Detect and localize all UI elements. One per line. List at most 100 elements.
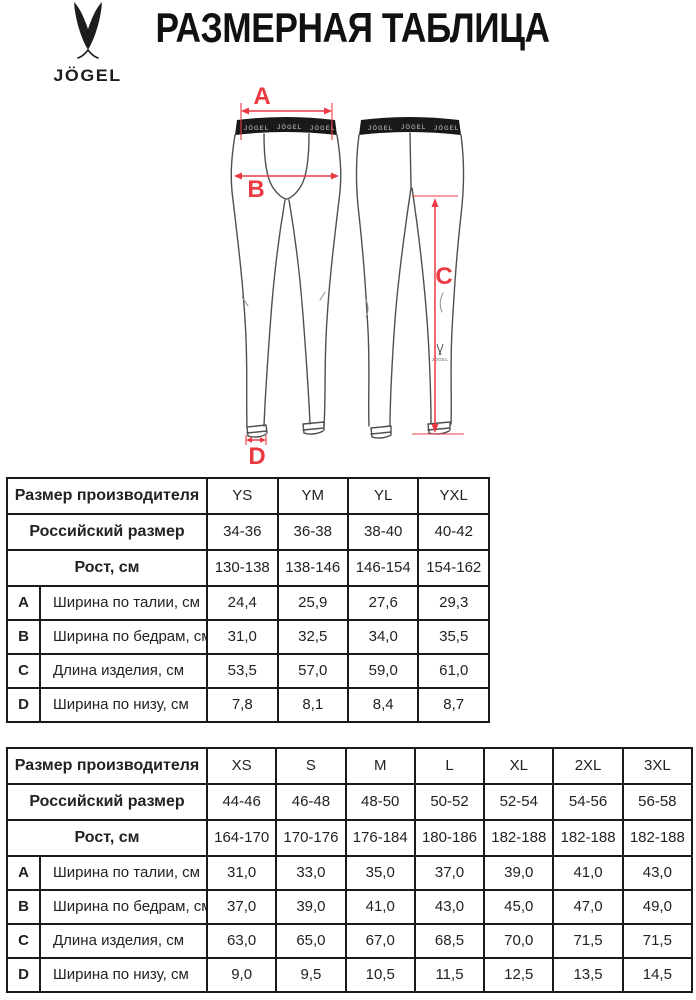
- measure-letter-cell: C: [6, 652, 41, 689]
- measure-value-cell: 32,5: [276, 618, 349, 655]
- measure-value-cell: 31,0: [206, 854, 278, 891]
- measure-value-cell: 71,5: [621, 922, 694, 959]
- jogel-v-icon: [74, 2, 102, 59]
- size-value-cell: 34-36: [206, 512, 279, 551]
- measure-value-cell: 41,0: [552, 854, 624, 891]
- measure-value-cell: 41,0: [344, 888, 416, 925]
- measure-letter-cell: A: [6, 584, 41, 621]
- size-value-cell: 52-54: [483, 782, 555, 821]
- measure-row: D Ширина по низу, см 7,8 8,1 8,4 8,7: [6, 686, 490, 724]
- front-waistband: [235, 117, 337, 135]
- logo-tails: [77, 49, 99, 59]
- measure-value-cell: 39,0: [483, 854, 555, 891]
- measure-value-cell: 47,0: [552, 888, 624, 925]
- header-row: Российский размер 44-46 46-48 48-50 50-52 52-…: [5, 782, 694, 821]
- measure-label-cell: Ширина по талии, см: [38, 584, 209, 621]
- measure-label-cell: Ширина по низу, см: [38, 956, 209, 994]
- header-row: Российский размер 34-36 36-38 38-40 40-42: [5, 512, 490, 551]
- header-row: Размер производителя XS S M L XL 2XL 3XL: [5, 747, 694, 785]
- dimension-a: A: [240, 85, 333, 140]
- measure-value-cell: 12,5: [483, 956, 555, 994]
- measure-value-cell: 43,0: [413, 888, 486, 925]
- brand-wordmark: JÖGEL: [53, 66, 123, 85]
- measure-value-cell: 37,0: [206, 888, 278, 925]
- dimension-b: B: [234, 172, 339, 203]
- front-cuff-left: [246, 424, 268, 438]
- size-value-cell: 36-38: [276, 512, 349, 551]
- measure-row: B Ширина по бедрам, см 31,0 32,5 34,0 35,5: [6, 618, 490, 655]
- calf-logo-icon: [436, 343, 444, 356]
- size-value-cell: M: [344, 747, 416, 785]
- size-value-cell: 182-188: [552, 818, 624, 857]
- measure-value-cell: 11,5: [413, 956, 486, 994]
- measure-row: A Ширина по талии, см 31,0 33,0 35,0 37,0 39,0…: [6, 854, 694, 891]
- measure-label-cell: Ширина по низу, см: [38, 686, 209, 724]
- measure-value-cell: 45,0: [483, 888, 555, 925]
- front-inseam-right: [288, 199, 311, 425]
- measure-value-cell: 10,5: [344, 956, 416, 994]
- row-header-cell: Размер производителя: [5, 747, 209, 785]
- size-value-cell: 3XL: [621, 747, 694, 785]
- measure-letter-cell: A: [6, 854, 41, 891]
- waistband-logo-text: JÖGEL: [401, 124, 426, 131]
- measure-value-cell: 7,8: [206, 686, 279, 724]
- size-value-cell: 146-154: [346, 548, 420, 587]
- dim-c-arrowhead-top: [431, 198, 439, 207]
- measure-letter-cell: B: [6, 618, 41, 655]
- size-value-cell: 50-52: [413, 782, 486, 821]
- dim-a-label: A: [253, 85, 270, 110]
- measure-value-cell: 14,5: [621, 956, 694, 994]
- dim-c-arrowhead-bottom: [431, 424, 439, 433]
- dim-a-arrowhead-left: [241, 107, 249, 115]
- size-value-cell: 182-188: [621, 818, 694, 857]
- measure-value-cell: 34,0: [346, 618, 420, 655]
- size-value-cell: 2XL: [552, 747, 624, 785]
- size-value-cell: 170-176: [275, 818, 347, 857]
- measure-value-cell: 35,0: [344, 854, 416, 891]
- back-cuff-left: [370, 425, 392, 439]
- measure-value-cell: 49,0: [621, 888, 694, 925]
- size-value-cell: 48-50: [344, 782, 416, 821]
- size-value-cell: YS: [206, 477, 279, 515]
- measure-value-cell: 67,0: [344, 922, 416, 959]
- measure-value-cell: 24,4: [206, 584, 279, 621]
- back-waistband: [359, 117, 461, 135]
- measure-row: C Длина изделия, см 53,5 57,0 59,0 61,0: [6, 652, 490, 689]
- logo-blade-left: [74, 2, 90, 50]
- measure-value-cell: 13,5: [552, 956, 624, 994]
- back-inseam-left: [389, 187, 412, 427]
- measure-value-cell: 9,5: [275, 956, 347, 994]
- back-outline-right: [450, 134, 465, 425]
- measure-value-cell: 61,0: [417, 652, 490, 689]
- size-value-cell: YL: [346, 477, 420, 515]
- size-value-cell: 44-46: [206, 782, 278, 821]
- measure-value-cell: 68,5: [413, 922, 486, 959]
- back-outline-left: [355, 134, 370, 427]
- size-value-cell: YXL: [417, 477, 490, 515]
- back-knee-marks: [365, 292, 444, 318]
- back-view-drawing: JÖGEL JÖGEL JÖGEL JÖGEL: [355, 117, 465, 439]
- front-crotch-seam: [263, 133, 310, 200]
- header-row: Размер производителя YS YM YL YXL: [5, 477, 490, 515]
- size-value-cell: 40-42: [417, 512, 490, 551]
- back-inseam-right: [411, 187, 432, 425]
- header-row: Рост, см 164-170 170-176 176-184 180-186 182-…: [5, 818, 694, 857]
- measure-label-cell: Ширина по талии, см: [38, 854, 209, 891]
- dimension-c: C: [412, 195, 464, 435]
- page-title-wrap: РАЗМЕРНАЯ ТАБЛИЦА: [118, 4, 551, 52]
- dim-d-label: D: [248, 443, 265, 470]
- calf-logo-text: JÖGEL: [432, 356, 449, 362]
- measure-value-cell: 39,0: [275, 888, 347, 925]
- size-value-cell: S: [275, 747, 347, 785]
- row-header-cell: Рост, см: [5, 548, 209, 587]
- header-row: Рост, см 130-138 138-146 146-154 154-162: [5, 548, 490, 587]
- front-outline-right: [323, 134, 342, 427]
- front-view-drawing: JÖGEL JÖGEL JÖGEL: [230, 117, 342, 438]
- size-value-cell: 176-184: [344, 818, 416, 857]
- measure-letter-cell: D: [6, 686, 41, 724]
- front-cuff-right: [302, 421, 325, 435]
- measure-value-cell: 43,0: [621, 854, 694, 891]
- measure-value-cell: 8,1: [276, 686, 349, 724]
- dim-d-arrowhead-right: [260, 437, 266, 443]
- measure-value-cell: 27,6: [346, 584, 420, 621]
